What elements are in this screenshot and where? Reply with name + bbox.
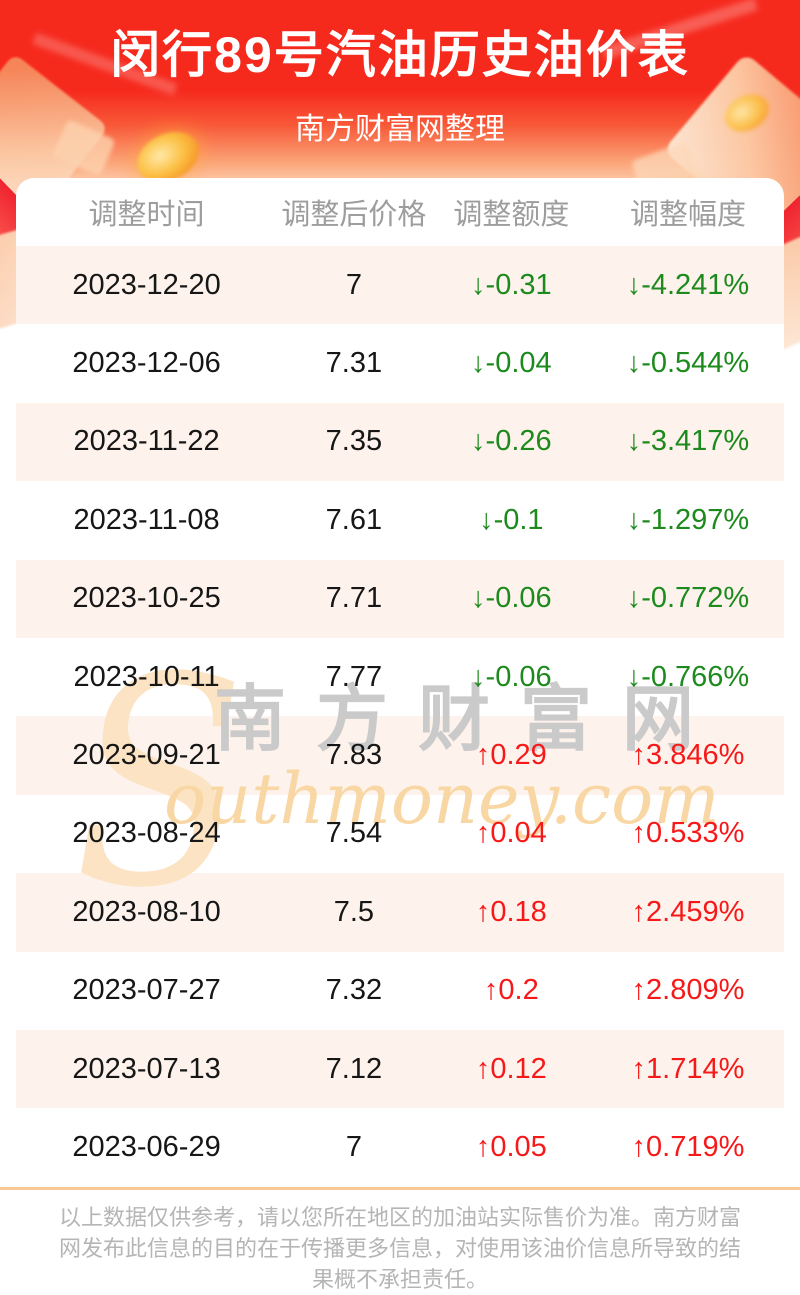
- cell-date: 2023-08-24: [72, 817, 221, 850]
- cell-rate: ↑0.533%: [631, 817, 745, 850]
- cell-rate: ↑2.809%: [631, 974, 745, 1007]
- cell-price: 7.35: [325, 425, 383, 458]
- price-table-card: 调整时间 调整后价格 调整额度 调整幅度 2023-12-20 7 ↓-0.31 ↓-…: [16, 178, 784, 1187]
- cell-change: ↓-0.04: [471, 347, 552, 380]
- cell-date: 2023-07-27: [72, 974, 221, 1007]
- cell-date: 2023-09-21: [72, 739, 221, 772]
- table-row: 2023-11-22 7.35 ↓-0.26 ↓-3.417%: [16, 402, 784, 482]
- cell-price: 7.12: [325, 1052, 383, 1085]
- column-header-adjust-rate: 调整幅度: [629, 199, 746, 231]
- cell-change: ↑0.12: [475, 1052, 547, 1085]
- cell-rate: ↓-4.241%: [626, 268, 750, 301]
- column-header-adjust-amount: 调整额度: [453, 199, 570, 231]
- cell-change: ↑0.04: [475, 817, 547, 850]
- cell-price: 7.77: [325, 660, 383, 693]
- column-header-adjust-time: 调整时间: [88, 199, 205, 231]
- cell-date: 2023-10-25: [72, 582, 221, 615]
- cell-rate: ↑0.719%: [631, 1130, 745, 1163]
- disclaimer-text: 以上数据仅供参考，请以您所在地区的加油站实际售价为准。南方财富网发布此信息的目的…: [58, 1205, 741, 1292]
- cell-change: ↑0.05: [475, 1130, 547, 1163]
- cell-price: 7.31: [325, 347, 383, 380]
- table-body: 2023-12-20 7 ↓-0.31 ↓-4.241% 2023-12-06 7.31 ↓…: [16, 246, 784, 1187]
- cell-price: 7: [345, 268, 362, 301]
- cell-price: 7.5: [333, 895, 375, 928]
- cell-date: 2023-06-29: [72, 1130, 221, 1163]
- cell-date: 2023-12-06: [72, 347, 221, 380]
- column-header-adjusted-price: 调整后价格: [281, 199, 427, 231]
- cell-change: ↑0.18: [475, 895, 547, 928]
- cell-price: 7.54: [325, 817, 383, 850]
- cell-change: ↓-0.06: [471, 582, 552, 615]
- cell-rate: ↓-0.772%: [626, 582, 750, 615]
- cell-change: ↑0.2: [483, 974, 539, 1007]
- cell-rate: ↑2.459%: [631, 895, 745, 928]
- cell-rate: ↓-3.417%: [626, 425, 750, 458]
- table-header-row: 调整时间 调整后价格 调整额度 调整幅度: [16, 178, 784, 246]
- cell-date: 2023-11-22: [73, 425, 220, 458]
- table-row: 2023-09-21 7.83 ↑0.29 ↑3.846%: [16, 716, 784, 795]
- cell-rate: ↑3.846%: [631, 739, 745, 772]
- cell-change: ↓-0.06: [471, 660, 552, 693]
- table-row: 2023-07-27 7.32 ↑0.2 ↑2.809%: [16, 952, 784, 1030]
- cell-rate: ↓-1.297%: [626, 503, 750, 536]
- cell-price: 7.32: [325, 974, 383, 1007]
- cell-change: ↓-0.26: [471, 425, 552, 458]
- table-row: 2023-08-10 7.5 ↑0.18 ↑2.459%: [16, 873, 784, 952]
- cell-price: 7.83: [325, 739, 383, 772]
- table-row: 2023-12-20 7 ↓-0.31 ↓-4.241%: [16, 246, 784, 325]
- table-row: 2023-07-13 7.12 ↑0.12 ↑1.714%: [16, 1029, 784, 1109]
- cell-date: 2023-12-20: [72, 268, 221, 301]
- page-title: 闵行89号汽油历史油价表: [110, 27, 690, 83]
- page-subtitle: 南方财富网整理: [295, 113, 505, 146]
- cell-change: ↓-0.1: [479, 503, 544, 536]
- cell-change: ↓-0.31: [471, 268, 552, 301]
- cell-date: 2023-08-10: [72, 895, 221, 928]
- table-row: 2023-08-24 7.54 ↑0.04 ↑0.533%: [16, 795, 784, 873]
- cell-price: 7: [345, 1130, 362, 1163]
- table-row: 2023-10-25 7.71 ↓-0.06 ↓-0.772%: [16, 559, 784, 638]
- cell-price: 7.61: [325, 503, 383, 536]
- cell-rate: ↑1.714%: [631, 1052, 745, 1085]
- cell-price: 7.71: [325, 582, 383, 615]
- table-row: 2023-10-11 7.77 ↓-0.06 ↓-0.766%: [16, 638, 784, 716]
- table-row: 2023-12-06 7.31 ↓-0.04 ↓-0.544%: [16, 324, 784, 402]
- cell-change: ↑0.29: [475, 739, 547, 772]
- cell-date: 2023-11-08: [73, 503, 220, 536]
- footer-divider: [0, 1187, 800, 1190]
- table-row: 2023-11-08 7.61 ↓-0.1 ↓-1.297%: [16, 481, 784, 559]
- cell-rate: ↓-0.766%: [626, 660, 750, 693]
- table-row: 2023-06-29 7 ↑0.05 ↑0.719%: [16, 1108, 784, 1186]
- cell-date: 2023-10-11: [73, 660, 220, 693]
- cell-date: 2023-07-13: [72, 1052, 221, 1085]
- cell-rate: ↓-0.544%: [626, 347, 750, 380]
